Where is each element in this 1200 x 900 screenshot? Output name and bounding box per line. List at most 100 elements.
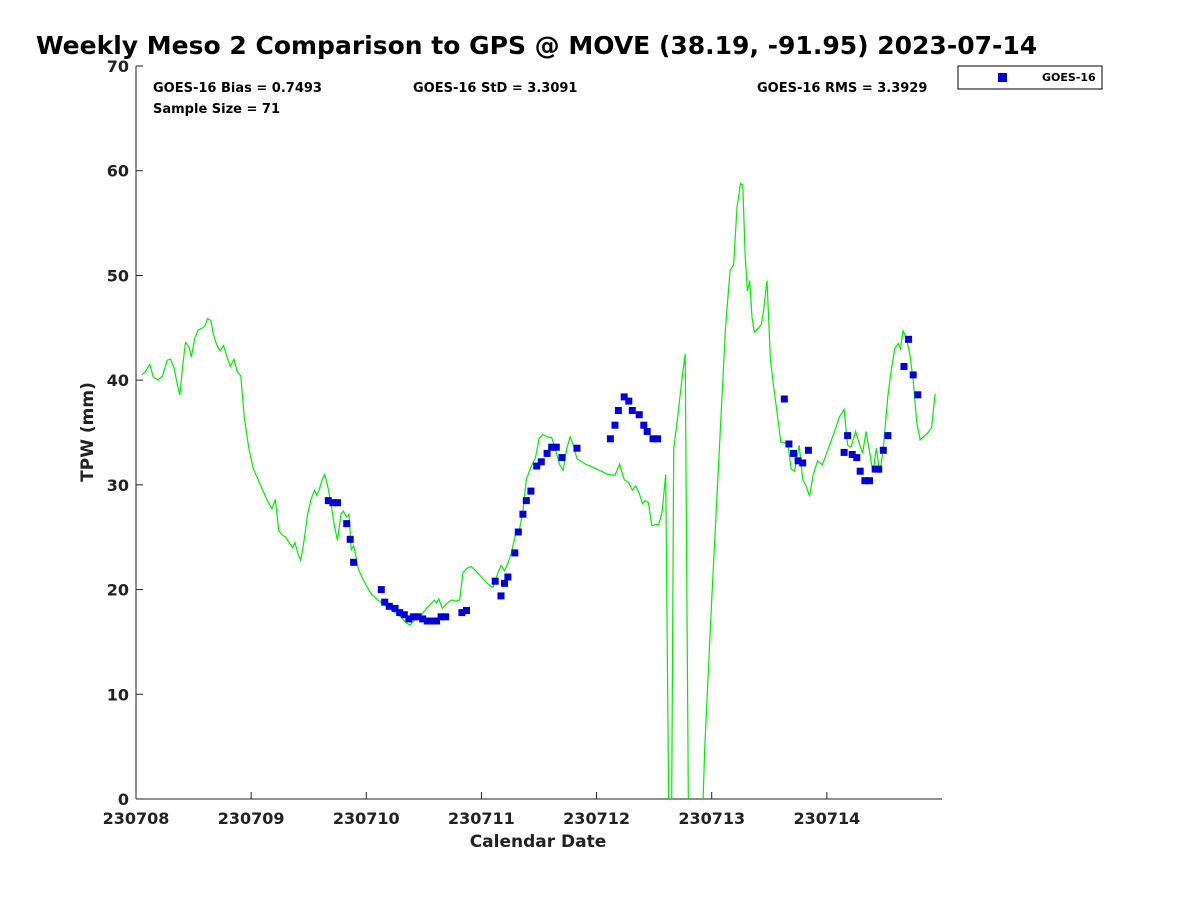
goes-point xyxy=(537,458,545,466)
goes-point xyxy=(780,395,788,403)
goes-point xyxy=(620,393,628,401)
goes-point xyxy=(511,549,519,557)
goes-point xyxy=(640,421,648,429)
goes-point xyxy=(514,528,522,536)
goes-point xyxy=(614,407,622,414)
x-tick-label: 230711 xyxy=(448,809,515,828)
y-tick-label: 20 xyxy=(107,581,129,600)
goes-point xyxy=(856,467,864,475)
chart-title: Weekly Meso 2 Comparison to GPS @ MOVE (… xyxy=(36,31,1037,60)
y-axis-label: TPW (mm) xyxy=(78,382,98,482)
x-tick-label: 230709 xyxy=(218,809,285,828)
goes-point xyxy=(625,397,633,405)
goes-point xyxy=(635,411,643,419)
legend-marker-goes xyxy=(998,73,1007,82)
y-tick-label: 40 xyxy=(107,371,129,390)
goes-point xyxy=(396,609,404,617)
x-tick-label: 230708 xyxy=(103,809,170,828)
goes-point xyxy=(428,617,436,625)
goes-point xyxy=(558,454,566,462)
goes-point xyxy=(504,573,512,581)
x-axis-label: Calendar Date xyxy=(470,832,607,852)
goes-point xyxy=(324,497,332,505)
goes-point xyxy=(643,428,651,435)
goes-point xyxy=(844,432,852,440)
goes-point xyxy=(914,391,922,399)
x-tick-label: 230710 xyxy=(333,809,400,828)
goes-point xyxy=(628,407,636,414)
goes-point xyxy=(853,454,861,462)
goes-point xyxy=(790,449,797,457)
goes-point xyxy=(794,457,802,465)
y-tick-label: 70 xyxy=(107,57,129,76)
goes-point xyxy=(410,613,417,621)
legend: GOES-16 xyxy=(957,65,1103,90)
goes-point xyxy=(611,421,619,429)
goes-point xyxy=(861,477,869,485)
goes-point xyxy=(879,446,887,454)
rms-stat: GOES-16 RMS = 3.3929 xyxy=(757,81,927,96)
x-axis: 230708 230709 230710 230711 230712 230713 2307… xyxy=(103,792,942,828)
goes-point xyxy=(785,440,793,448)
plot-area: 0 10 20 30 40 50 60 70 230708 230709 230710 230711… xyxy=(103,57,942,828)
goes-point xyxy=(329,499,337,507)
goes-point xyxy=(522,497,530,505)
goes-point xyxy=(533,462,541,470)
goes-point xyxy=(519,510,527,518)
goes-point xyxy=(900,363,908,370)
goes-point xyxy=(848,451,856,458)
goes-point xyxy=(433,617,440,625)
goes-point xyxy=(346,535,354,543)
legend-label-goes: GOES-16 xyxy=(1042,71,1096,84)
x-tick-label: 230713 xyxy=(678,809,745,828)
goes-point xyxy=(909,371,917,379)
goes-point xyxy=(866,477,873,485)
goes-point xyxy=(437,613,445,621)
goes-point xyxy=(654,435,662,443)
y-tick-label: 30 xyxy=(107,476,129,495)
x-tick-label: 230712 xyxy=(563,809,630,828)
goes-point xyxy=(804,446,812,454)
goes-point xyxy=(649,435,657,443)
std-stat: GOES-16 StD = 3.3091 xyxy=(413,81,577,96)
goes-point xyxy=(548,443,556,451)
goes-point xyxy=(405,615,413,623)
goes-point xyxy=(884,432,892,440)
bias-stat: GOES-16 Bias = 0.7493 xyxy=(153,81,322,96)
goes-point xyxy=(606,435,614,443)
goes-point xyxy=(875,465,883,473)
goes-point xyxy=(400,611,408,619)
goes-point xyxy=(573,444,581,452)
y-tick-label: 0 xyxy=(118,790,129,809)
legend-box xyxy=(957,65,1103,90)
goes-point xyxy=(414,613,422,621)
goes-point xyxy=(423,617,431,625)
goes-point xyxy=(458,609,466,617)
y-tick-label: 60 xyxy=(107,162,129,181)
goes-point xyxy=(419,615,427,623)
plot-frame xyxy=(136,66,942,799)
goes-point xyxy=(463,607,470,614)
goes-point xyxy=(905,335,913,343)
goes-point xyxy=(350,558,358,566)
goes-point xyxy=(442,613,450,621)
goes-point xyxy=(501,579,508,587)
goes-point xyxy=(391,604,399,612)
y-tick-label: 10 xyxy=(107,685,129,704)
sample-size-stat: Sample Size = 71 xyxy=(153,102,280,117)
goes-point xyxy=(840,448,848,456)
y-tick-label: 50 xyxy=(107,266,129,285)
goes-point xyxy=(527,487,535,495)
goes-point xyxy=(497,592,505,600)
goes-point xyxy=(543,449,551,457)
goes-point xyxy=(552,443,560,451)
goes-point xyxy=(799,459,807,467)
x-tick-label: 230714 xyxy=(793,809,860,828)
goes-point xyxy=(334,499,341,507)
y-axis: 0 10 20 30 40 50 60 70 xyxy=(107,57,143,809)
goes-point xyxy=(491,577,499,585)
goes-series xyxy=(324,335,922,625)
goes-point xyxy=(343,520,351,528)
goes-point xyxy=(381,598,389,606)
